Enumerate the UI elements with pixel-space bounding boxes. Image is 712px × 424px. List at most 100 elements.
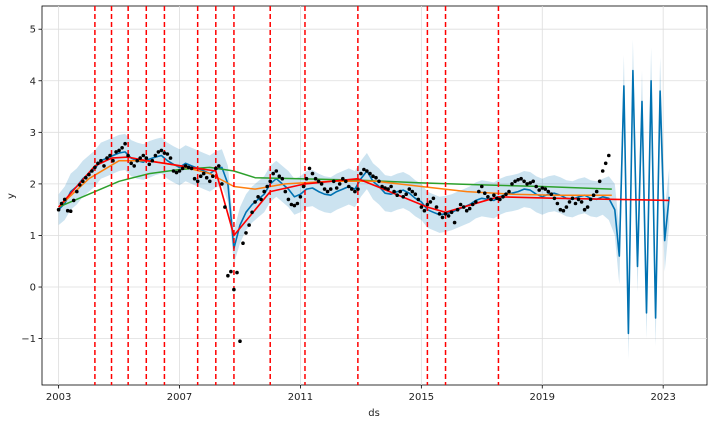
y-tick-label-0: −1 <box>21 334 36 345</box>
observed-point <box>395 193 400 197</box>
observed-point <box>313 176 318 181</box>
observed-point <box>407 187 412 191</box>
observed-point <box>537 188 541 192</box>
observed-point <box>189 166 194 171</box>
observed-point <box>356 187 360 191</box>
observed-point <box>75 189 79 194</box>
observed-point <box>440 215 445 220</box>
observed-point <box>350 187 354 191</box>
observed-point <box>443 212 448 216</box>
observed-point <box>365 169 369 173</box>
observed-point <box>531 179 535 184</box>
observed-point <box>135 158 139 163</box>
observed-point <box>474 200 478 204</box>
observed-point <box>464 208 469 213</box>
y-axis-ticks: −1 0 1 2 3 4 5 <box>21 25 42 345</box>
observed-point <box>449 210 454 215</box>
observed-point <box>398 189 403 194</box>
observed-point <box>368 171 372 176</box>
observed-point <box>489 197 493 202</box>
observed-point <box>162 151 167 155</box>
observed-point <box>147 162 152 167</box>
observed-point <box>192 176 197 181</box>
observed-point <box>567 200 572 204</box>
observed-point <box>347 184 351 189</box>
observed-point <box>153 153 158 158</box>
observed-point <box>235 270 239 275</box>
observed-point <box>501 195 505 199</box>
x-axis-label: ds <box>368 408 380 419</box>
observed-point <box>129 161 133 166</box>
observed-point <box>437 212 442 216</box>
observed-point <box>477 189 481 194</box>
observed-point <box>289 202 294 207</box>
observed-point <box>543 187 548 191</box>
observed-point <box>208 179 212 184</box>
observed-point <box>238 339 242 344</box>
x-tick-label-2: 2011 <box>288 392 313 403</box>
observed-point <box>425 202 430 207</box>
observed-point <box>277 174 282 178</box>
observed-point <box>295 201 300 206</box>
observed-point <box>180 166 185 171</box>
observed-point <box>81 179 85 184</box>
observed-point <box>525 182 529 186</box>
observed-point <box>304 176 309 181</box>
observed-point <box>168 156 173 160</box>
observed-point <box>564 205 569 209</box>
observed-point <box>62 197 67 202</box>
observed-point <box>389 184 393 189</box>
y-tick-label-1: 0 <box>30 283 36 294</box>
observed-point <box>434 205 439 209</box>
observed-point <box>513 179 517 184</box>
observed-point <box>150 158 155 163</box>
observed-point <box>561 208 566 213</box>
observed-point <box>334 186 339 190</box>
observed-point <box>307 166 312 171</box>
observed-point <box>250 210 254 215</box>
observed-point <box>310 171 315 176</box>
observed-point <box>549 192 554 196</box>
observed-point <box>132 164 136 168</box>
observed-point <box>446 214 451 218</box>
observed-point <box>413 192 418 196</box>
observed-point <box>552 196 557 201</box>
observed-point <box>597 179 602 184</box>
observed-point <box>201 171 206 176</box>
observed-point <box>301 184 306 189</box>
observed-point <box>283 189 288 194</box>
observed-point <box>186 165 191 170</box>
observed-point <box>268 179 273 184</box>
observed-point <box>102 164 106 168</box>
observed-point <box>259 197 263 202</box>
observed-point <box>68 209 73 213</box>
observed-point <box>328 187 333 191</box>
trend-line-green <box>58 166 612 208</box>
observed-point <box>585 205 590 209</box>
observed-point <box>99 158 103 163</box>
observed-point <box>165 152 170 156</box>
observed-point <box>204 175 209 180</box>
observed-point <box>461 205 466 209</box>
observed-point <box>120 146 124 150</box>
observed-point <box>431 196 436 201</box>
observed-point <box>319 182 324 186</box>
observed-point <box>316 179 321 184</box>
observed-point <box>492 193 496 197</box>
observed-point <box>144 156 149 160</box>
observed-point <box>422 208 427 213</box>
observed-point <box>458 202 463 207</box>
observed-point <box>558 207 563 212</box>
observed-point <box>198 174 203 178</box>
observed-point <box>123 141 127 146</box>
observed-point <box>359 171 363 176</box>
changepoints <box>94 6 500 385</box>
observed-point <box>211 174 215 178</box>
observed-points <box>56 141 611 344</box>
y-tick-label-3: 2 <box>30 179 36 190</box>
observed-point <box>174 170 179 175</box>
observed-point <box>253 200 257 204</box>
observed-point <box>214 166 218 171</box>
observed-point <box>78 183 82 187</box>
observed-point <box>540 186 545 190</box>
